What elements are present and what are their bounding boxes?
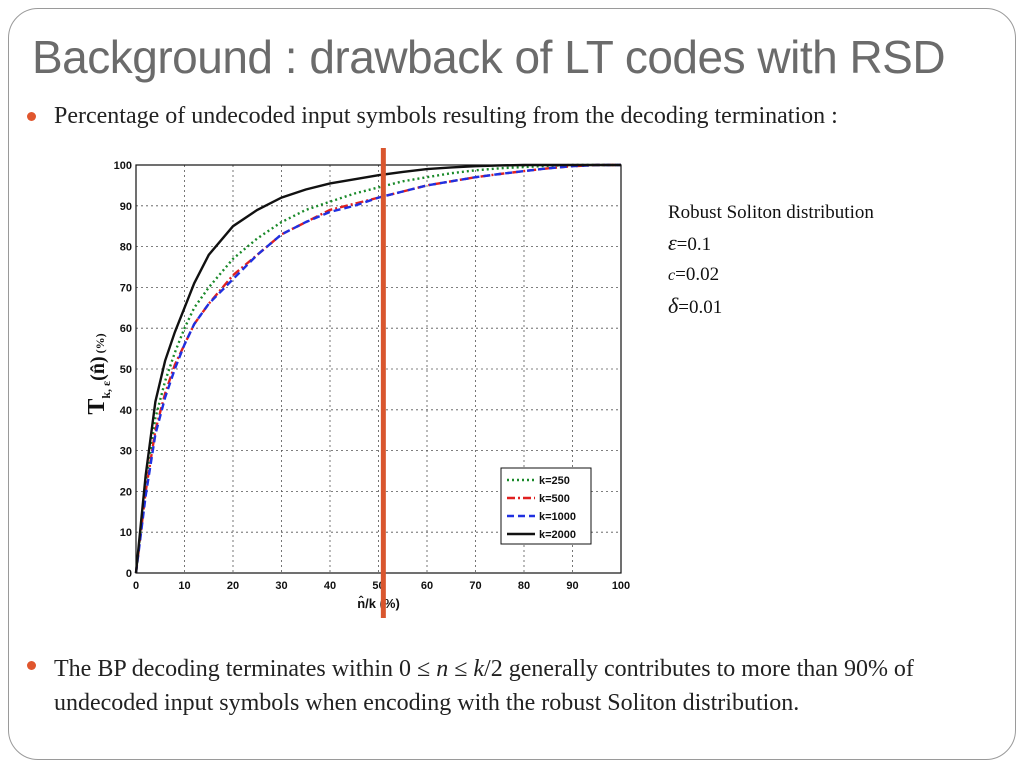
legend-label: k=250 — [539, 475, 570, 487]
c-value: =0.02 — [675, 264, 720, 285]
x-tick-label: 0 — [133, 580, 139, 592]
y-tick-label: 80 — [120, 242, 132, 254]
legend-label: k=500 — [539, 493, 570, 505]
delta-symbol: δ — [668, 293, 679, 318]
bullet2-k: k — [473, 656, 485, 682]
chart-container: 0 10 20 30 40 50 60 70 80 90 100 0 10 20 30 40 50 60 70 80 9… — [76, 148, 636, 623]
plot-border — [135, 164, 622, 574]
y-tick-label: 30 — [120, 446, 132, 458]
bullet2-pre: The BP decoding terminates within 0 ≤ — [54, 656, 437, 682]
y-axis-label-part: T — [84, 399, 110, 415]
parameter-box: Robust Soliton distribution ε=0.1 c=0.02… — [668, 198, 874, 323]
param-epsilon: ε=0.1 — [668, 228, 874, 260]
x-tick-label: 10 — [178, 580, 190, 592]
slide-frame — [8, 8, 1016, 760]
y-tick-label: 70 — [120, 282, 132, 294]
epsilon-symbol: ε — [668, 230, 677, 255]
y-tick-label: 10 — [120, 527, 132, 539]
x-tick-label: 40 — [324, 580, 336, 592]
param-delta: δ=0.01 — [668, 291, 874, 323]
y-tick-label: 0 — [126, 568, 132, 580]
y-tick-label: 50 — [120, 364, 132, 376]
y-tick-label: 90 — [120, 201, 132, 213]
slide-title: Background : drawback of LT codes with R… — [32, 31, 946, 83]
y-axis-label-part: k, ε — [99, 381, 113, 399]
x-tick-label: 20 — [227, 580, 239, 592]
bullet2-mid: ≤ — [448, 656, 474, 682]
legend-box — [500, 467, 592, 545]
c-symbol: c — [668, 267, 676, 284]
bullet2-n: n — [436, 656, 449, 682]
bullet-dot-icon — [27, 112, 36, 121]
x-tick-label: 60 — [421, 580, 433, 592]
bullet-text-2: The BP decoding terminates within 0 ≤ n … — [54, 652, 1004, 720]
delta-value: =0.01 — [678, 297, 723, 318]
x-tick-label: 30 — [275, 580, 287, 592]
y-axis-label-part: (n̂) — [87, 356, 109, 380]
y-axis-label-part: (%) — [93, 333, 107, 356]
x-tick-label: 80 — [518, 580, 530, 592]
series-line-k500 — [134, 163, 621, 574]
params-heading: Robust Soliton distribution — [668, 202, 874, 223]
line-chart: 0 10 20 30 40 50 60 70 80 90 100010203040506070809… — [84, 148, 630, 621]
x-tick-label: 90 — [566, 580, 578, 592]
legend-label: k=1000 — [539, 511, 576, 523]
epsilon-value: =0.1 — [676, 234, 712, 255]
y-axis-label: Tk, ε(n̂) (%) — [84, 333, 113, 414]
y-tick-label: 20 — [120, 486, 132, 498]
bullet2-post: /2 generally contributes to more than 90… — [54, 656, 914, 716]
param-c: c=0.02 — [668, 260, 874, 291]
y-tick-label: 100 — [114, 160, 132, 172]
bullet-text-1: Percentage of undecoded input symbols re… — [54, 103, 838, 129]
x-axis-label: n̂/k (%) — [357, 596, 400, 611]
x-tick-label: 70 — [469, 580, 481, 592]
y-tick-label: 40 — [120, 405, 132, 417]
x-tick-label: 100 — [612, 580, 630, 592]
bullet-dot-icon — [27, 661, 36, 670]
y-tick-label: 60 — [120, 323, 132, 335]
legend-label: k=2000 — [539, 529, 576, 541]
